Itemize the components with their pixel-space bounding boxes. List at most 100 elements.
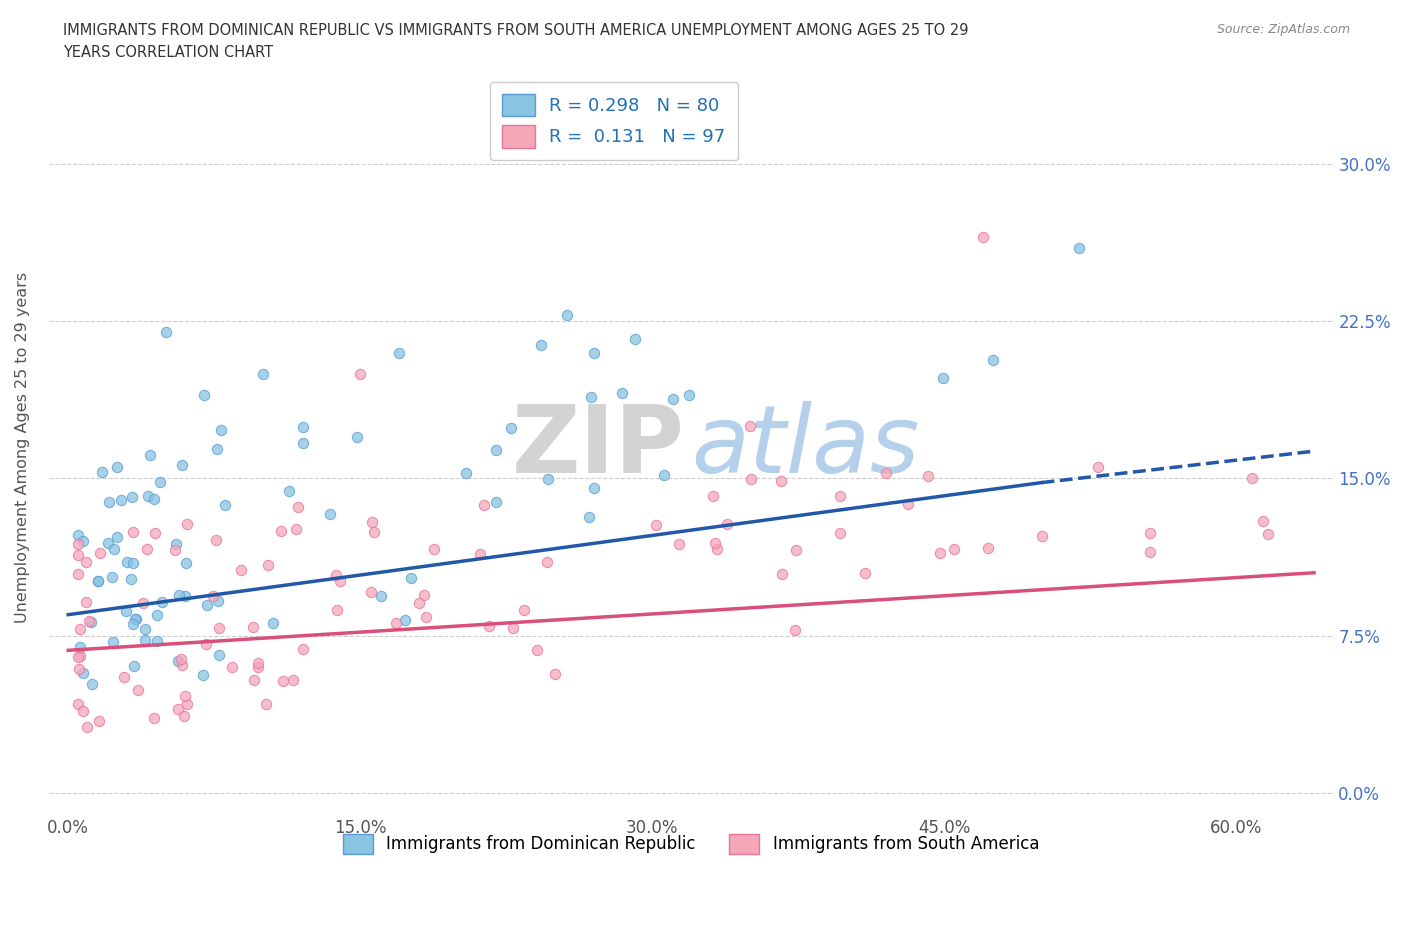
Point (257, 557, 280, 572)
Point (173, 689, 195, 704)
Point (170, 658, 193, 672)
Point (292, 436, 315, 451)
Point (610, 385, 633, 400)
Point (155, 325, 177, 339)
Point (87, 714, 110, 729)
Text: IMMIGRANTS FROM DOMINICAN REPUBLIC VS IMMIGRANTS FROM SOUTH AMERICA UNEMPLOYMENT: IMMIGRANTS FROM DOMINICAN REPUBLIC VS IM… (63, 23, 969, 38)
Point (120, 572, 142, 587)
Point (623, 332, 645, 347)
Point (281, 673, 304, 688)
Point (105, 459, 128, 474)
Point (87, 574, 110, 589)
Point (1031, 529, 1053, 544)
Point (172, 458, 194, 472)
Point (326, 603, 349, 618)
Point (785, 542, 807, 557)
Point (75, 595, 97, 610)
Point (166, 701, 188, 716)
Point (170, 652, 193, 667)
Point (385, 615, 408, 630)
Point (124, 612, 146, 627)
Point (150, 594, 173, 609)
Point (394, 613, 416, 628)
Point (80, 677, 103, 692)
Point (292, 642, 315, 657)
Point (262, 616, 284, 631)
Point (349, 366, 371, 381)
Point (423, 541, 446, 556)
Point (254, 697, 277, 711)
Point (72, 704, 94, 719)
Point (478, 618, 501, 633)
Point (66, 649, 89, 664)
Point (80, 615, 103, 630)
Point (1257, 526, 1279, 541)
Point (176, 516, 198, 531)
Point (579, 390, 602, 405)
Point (644, 517, 666, 532)
Point (583, 480, 606, 495)
Point (110, 493, 132, 508)
Point (127, 683, 149, 698)
Point (346, 430, 368, 445)
Point (972, 230, 994, 245)
Point (209, 423, 232, 438)
Point (738, 418, 761, 433)
Point (472, 498, 495, 512)
Point (703, 536, 725, 551)
Point (530, 338, 553, 352)
Point (176, 697, 198, 711)
Point (205, 442, 228, 457)
Point (173, 588, 195, 603)
Point (87, 574, 110, 589)
Point (174, 555, 197, 570)
Point (702, 488, 724, 503)
Point (485, 494, 508, 509)
Point (69, 661, 91, 676)
Point (207, 620, 229, 635)
Point (246, 659, 269, 674)
Point (361, 514, 384, 529)
Point (932, 370, 955, 385)
Point (197, 597, 219, 612)
Point (66, 697, 89, 711)
Point (668, 536, 690, 551)
Point (103, 541, 125, 556)
Point (142, 492, 165, 507)
Point (204, 532, 226, 547)
Point (191, 668, 214, 683)
Point (72, 666, 94, 681)
Point (167, 654, 190, 669)
Point (828, 525, 851, 540)
Point (652, 468, 675, 483)
Point (138, 447, 160, 462)
Point (229, 563, 252, 578)
Point (415, 609, 437, 624)
Point (66, 566, 89, 581)
Point (502, 620, 524, 635)
Point (66, 537, 89, 551)
Point (413, 587, 436, 602)
Point (917, 469, 939, 484)
Point (115, 604, 138, 618)
Point (145, 526, 167, 541)
Point (501, 420, 523, 435)
Point (318, 507, 340, 522)
Point (122, 556, 145, 571)
Point (136, 488, 159, 503)
Point (897, 497, 920, 512)
Point (165, 537, 187, 551)
Point (146, 607, 169, 622)
Text: Source: ZipAtlas.com: Source: ZipAtlas.com (1216, 23, 1350, 36)
Point (97, 495, 120, 510)
Point (875, 465, 897, 480)
Point (578, 510, 600, 525)
Point (149, 475, 172, 490)
Point (117, 554, 139, 569)
Point (1241, 471, 1264, 485)
Point (124, 611, 146, 626)
Point (66, 548, 89, 563)
Point (1067, 240, 1090, 255)
Point (388, 345, 411, 360)
Point (537, 472, 560, 486)
